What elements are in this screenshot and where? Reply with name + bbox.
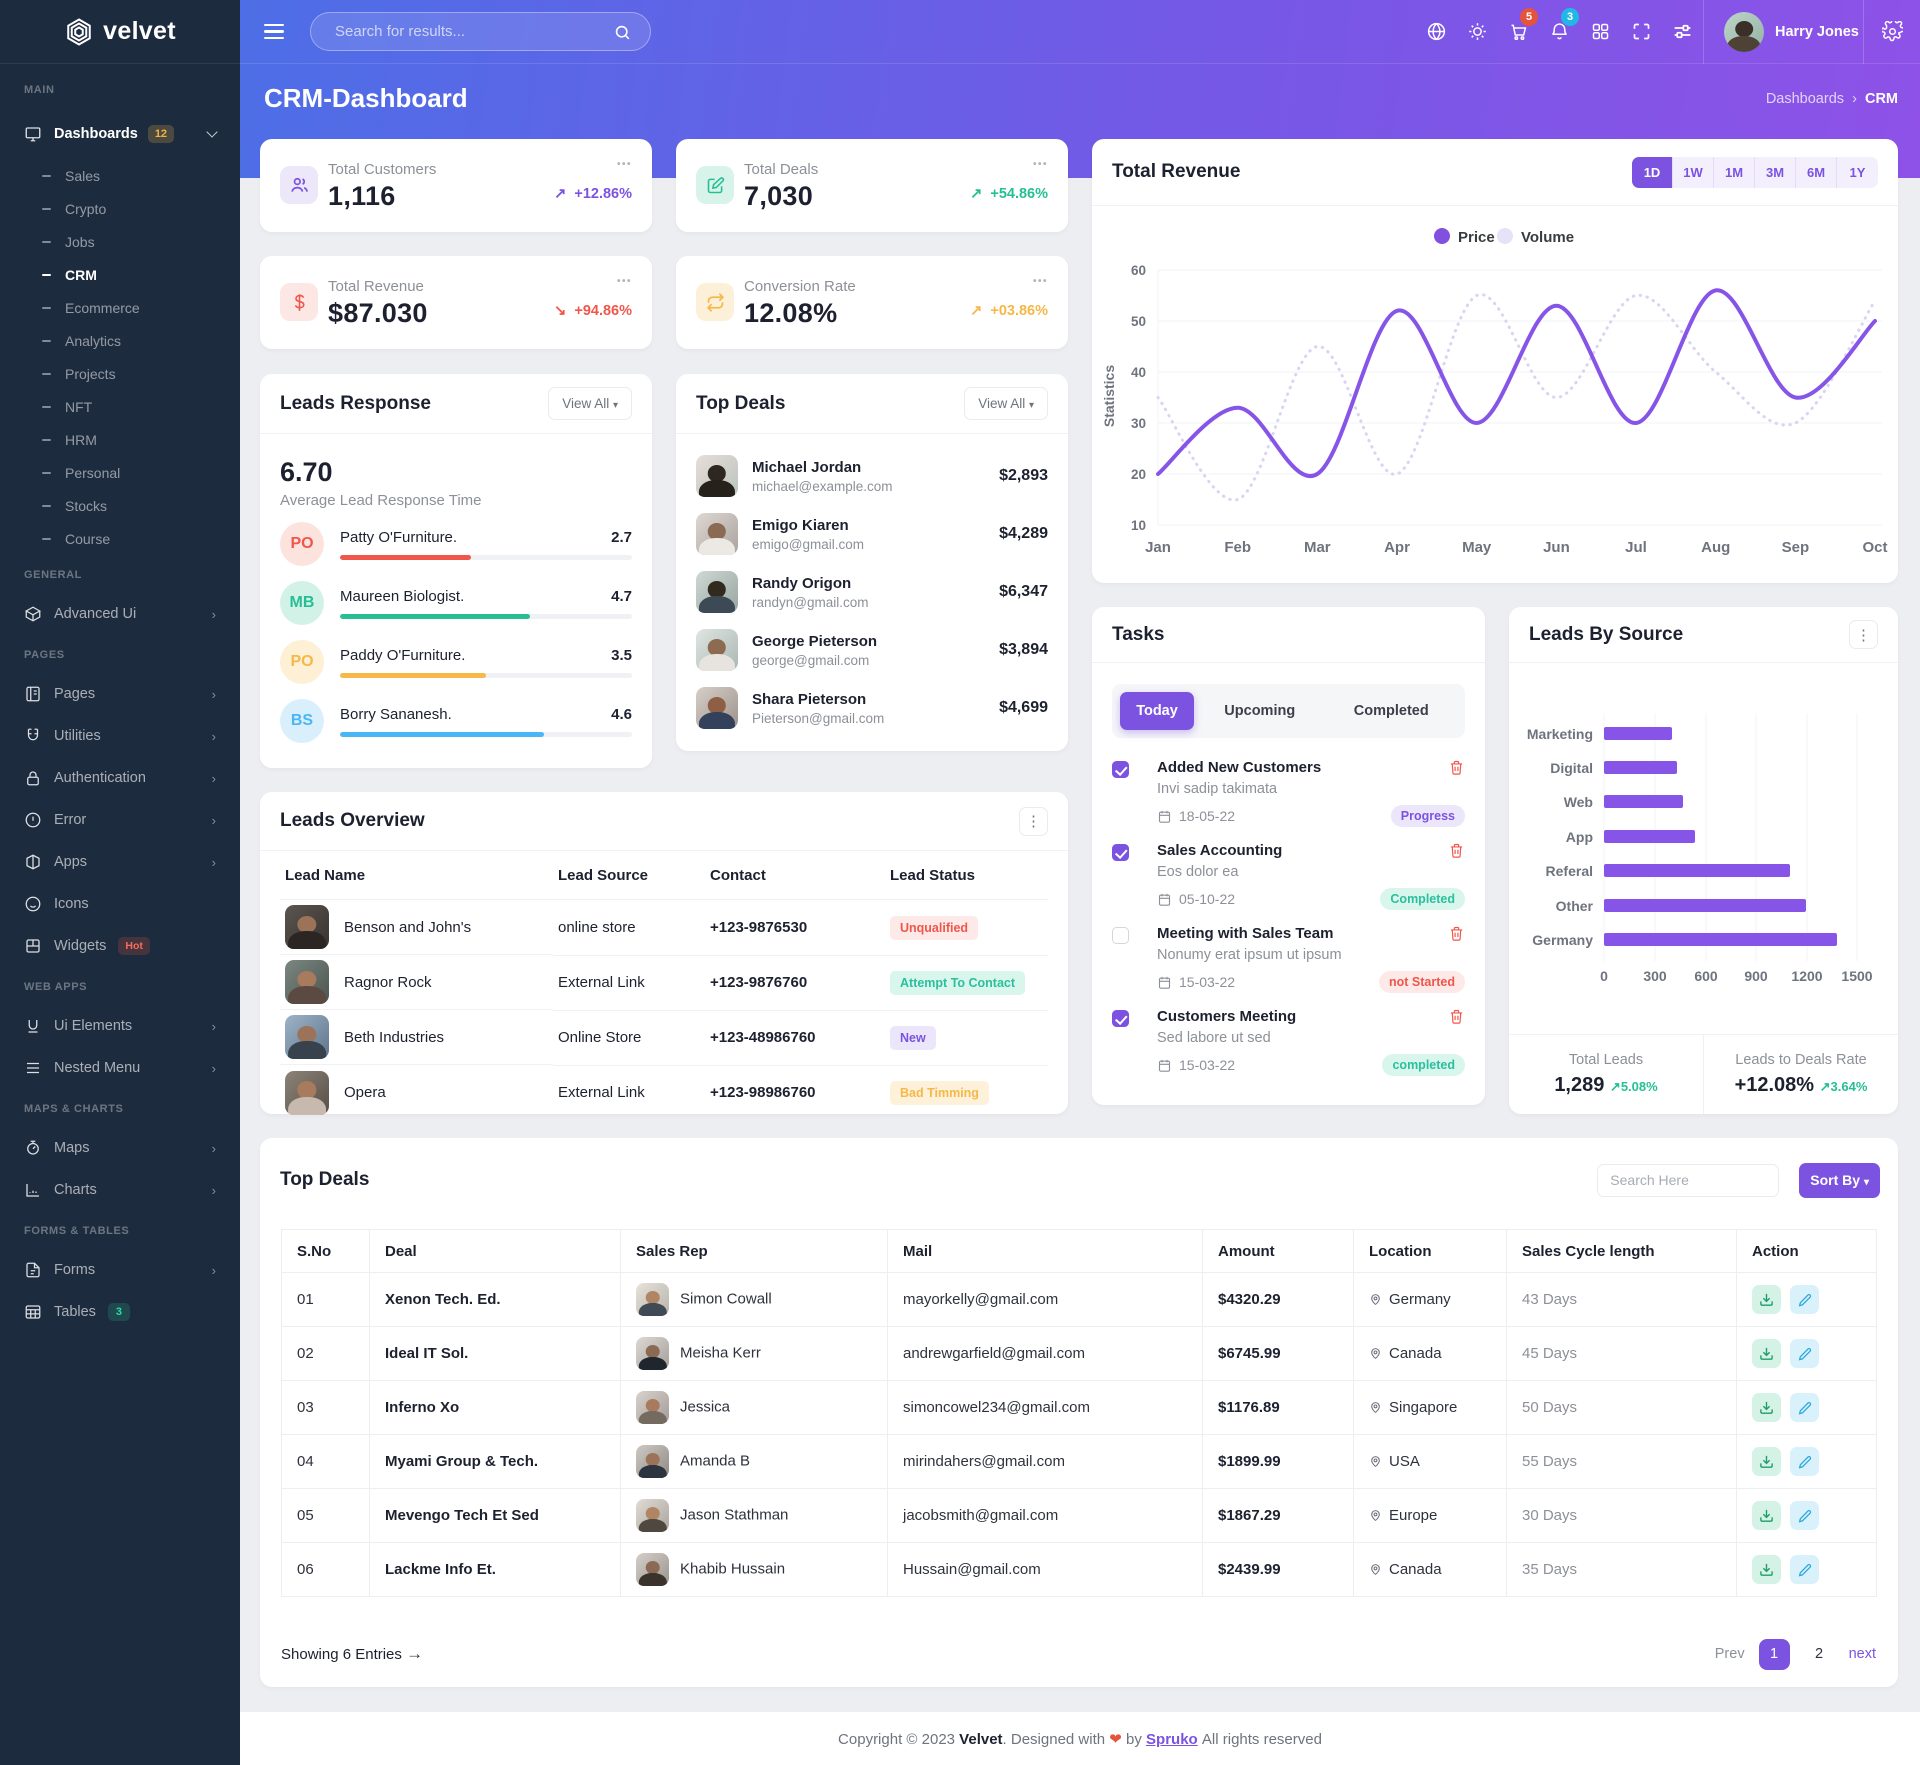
svg-text:60: 60 — [1131, 263, 1146, 278]
svg-text:Feb: Feb — [1224, 539, 1251, 556]
svg-text:Oct: Oct — [1862, 539, 1887, 556]
svg-text:Apr: Apr — [1384, 539, 1410, 556]
svg-text:Price: Price — [1458, 229, 1495, 246]
svg-text:Volume: Volume — [1521, 229, 1574, 246]
svg-text:900: 900 — [1744, 968, 1768, 984]
svg-text:Sep: Sep — [1782, 539, 1810, 556]
svg-text:10: 10 — [1131, 518, 1146, 533]
svg-text:1200: 1200 — [1791, 968, 1822, 984]
svg-text:40: 40 — [1131, 365, 1146, 380]
svg-text:0: 0 — [1600, 968, 1608, 984]
svg-text:Referal: Referal — [1546, 863, 1593, 879]
svg-text:Marketing: Marketing — [1527, 726, 1593, 742]
svg-text:App: App — [1566, 829, 1593, 845]
svg-text:600: 600 — [1694, 968, 1718, 984]
svg-text:Jul: Jul — [1625, 539, 1647, 556]
svg-text:Jun: Jun — [1543, 539, 1570, 556]
svg-text:Germany: Germany — [1532, 932, 1593, 948]
svg-text:50: 50 — [1131, 314, 1146, 329]
svg-text:Digital: Digital — [1550, 760, 1593, 776]
svg-text:Web: Web — [1564, 794, 1593, 810]
svg-text:Aug: Aug — [1701, 539, 1730, 556]
svg-text:20: 20 — [1131, 467, 1146, 482]
svg-text:Statistics: Statistics — [1101, 365, 1117, 427]
svg-text:Mar: Mar — [1304, 539, 1331, 556]
svg-text:Jan: Jan — [1145, 539, 1171, 556]
svg-text:1500: 1500 — [1841, 968, 1872, 984]
svg-text:300: 300 — [1643, 968, 1667, 984]
svg-text:30: 30 — [1131, 416, 1146, 431]
svg-text:May: May — [1462, 539, 1492, 556]
svg-text:Other: Other — [1556, 898, 1594, 914]
